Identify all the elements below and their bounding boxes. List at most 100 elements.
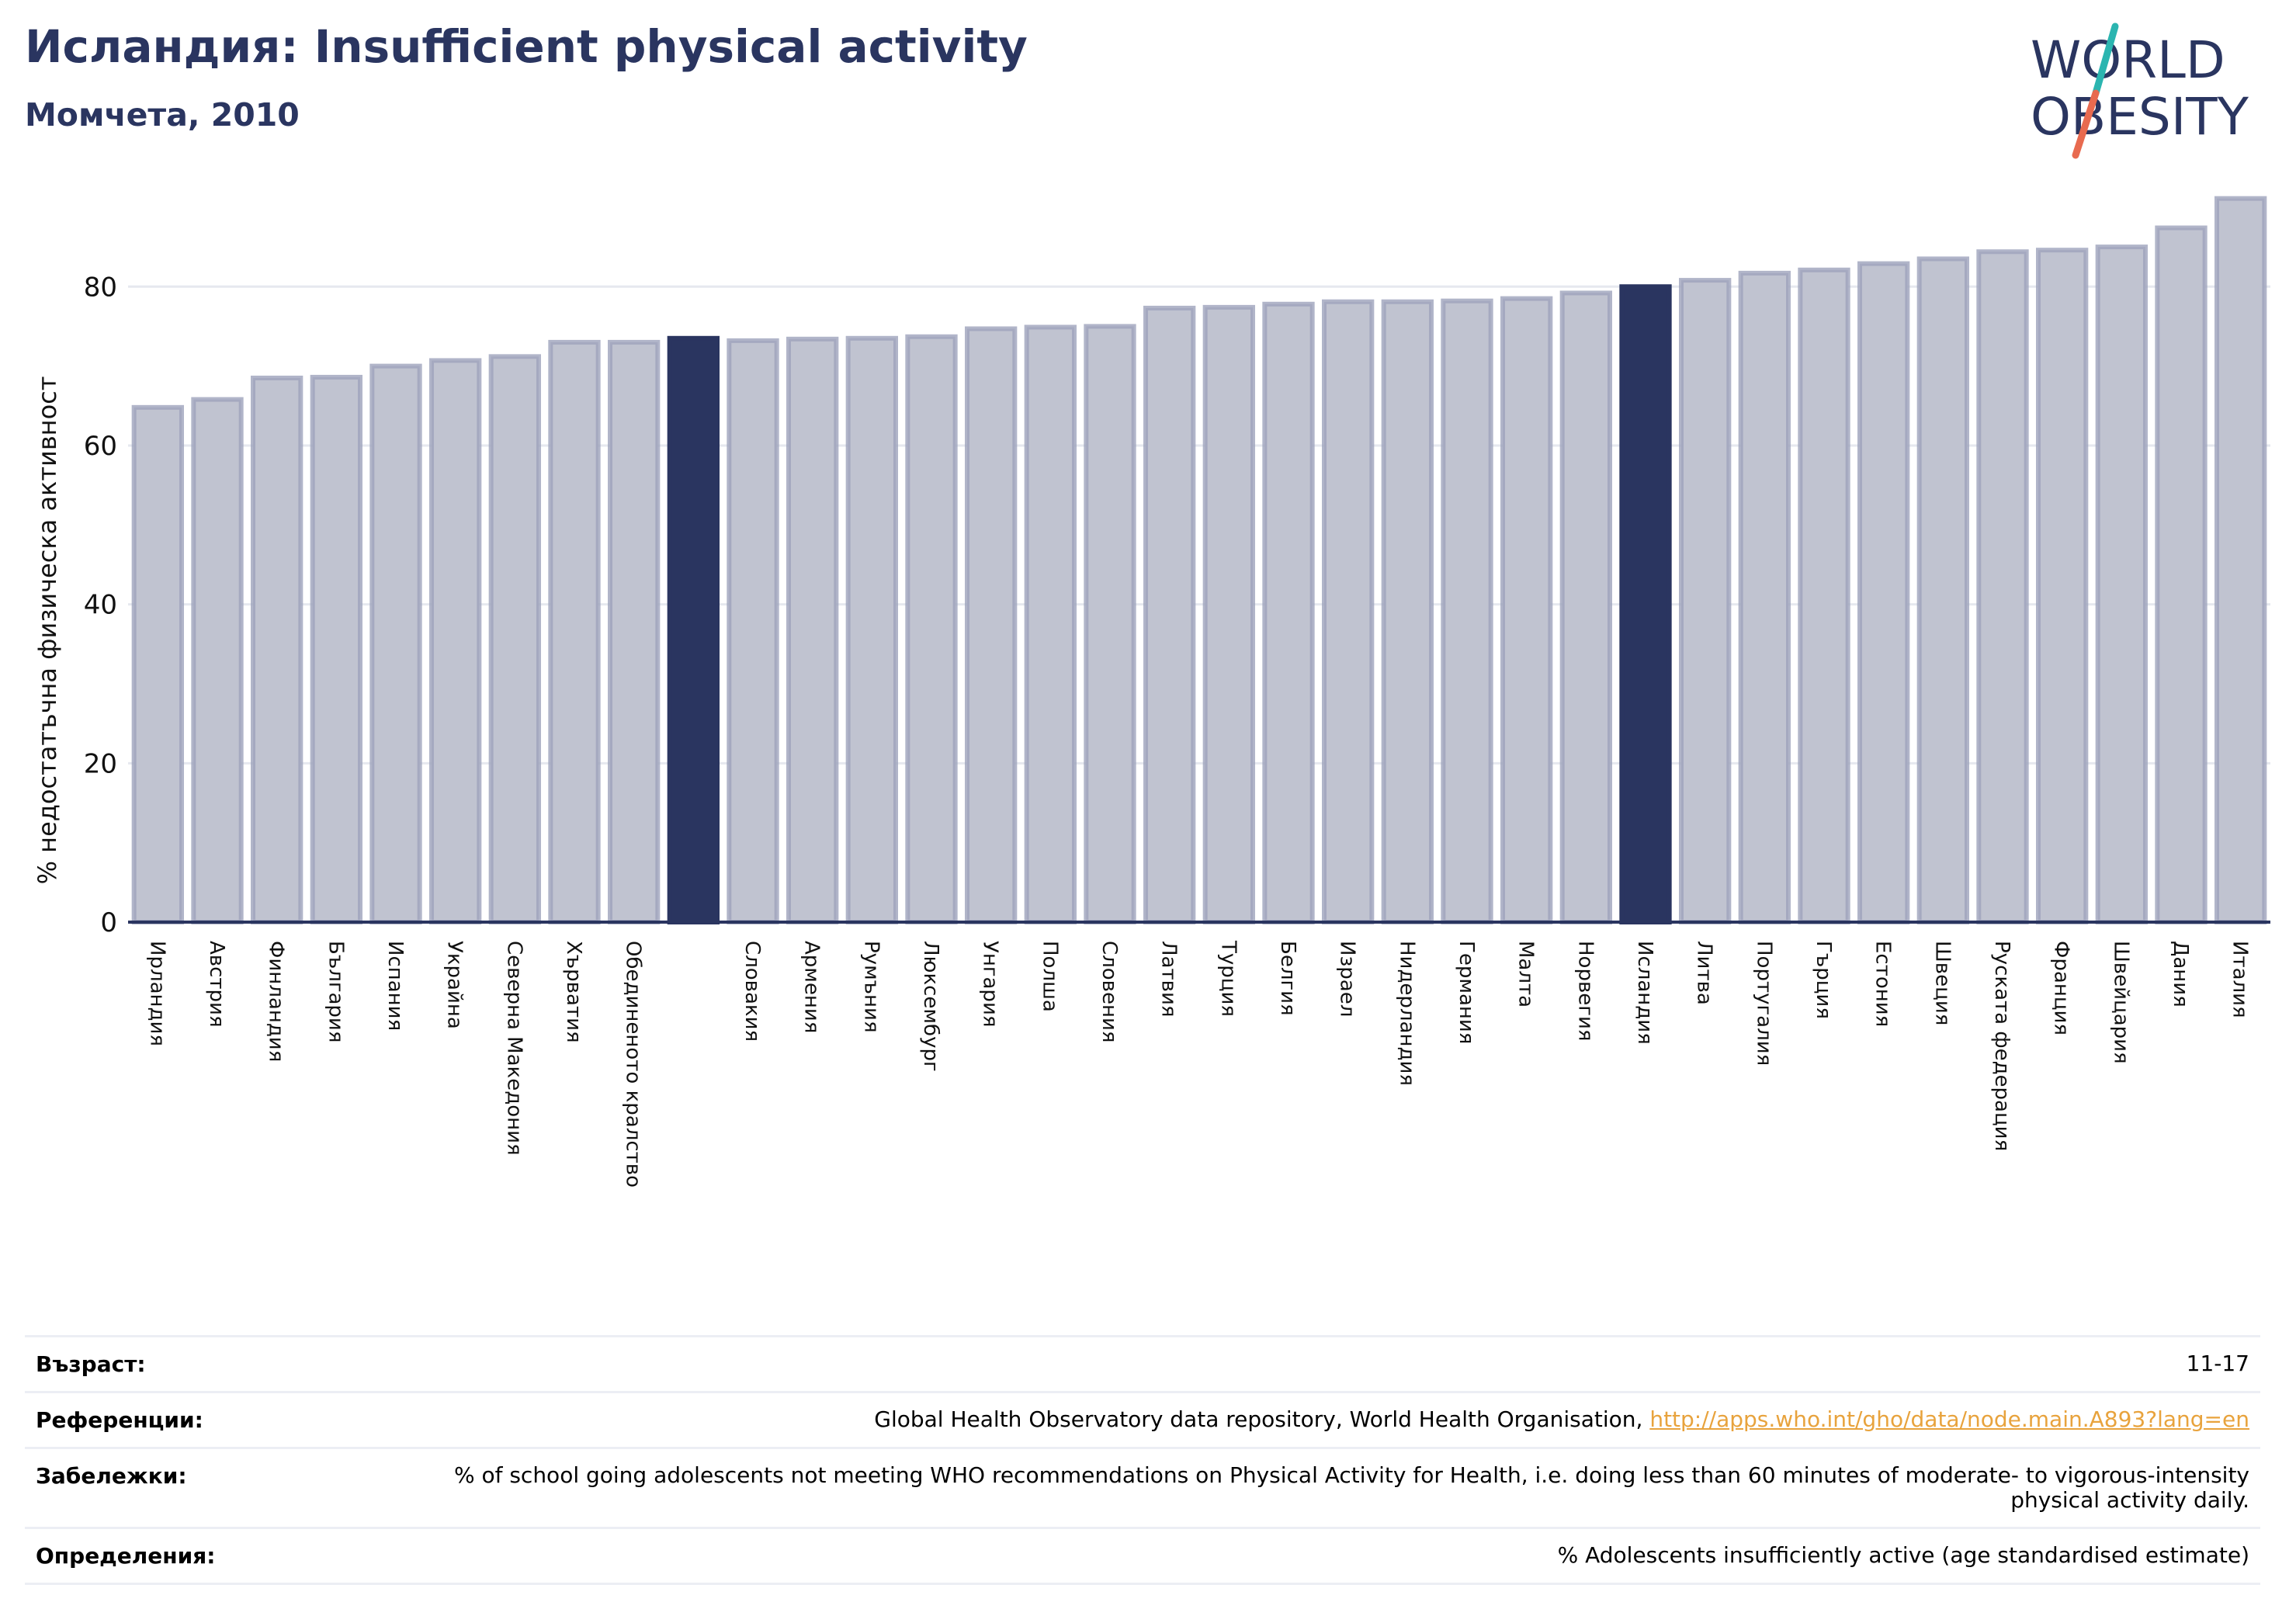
- x-tick-label: Руската федерация: [1990, 941, 2013, 1151]
- x-tick-label: Люксембург: [919, 941, 942, 1072]
- x-tick-label: Франция: [2050, 941, 2073, 1035]
- logo-slash-coral: [2072, 89, 2100, 159]
- x-tick-label: Швейцария: [2109, 941, 2132, 1064]
- x-tick-label: Израел: [1336, 941, 1359, 1017]
- x-tick-label: Латвия: [1157, 941, 1181, 1018]
- x-tick-label: Белгия: [1276, 941, 1299, 1016]
- bar: [1024, 324, 1077, 924]
- info-table: Възраст: 11-17 Референции: Global Health…: [25, 1335, 2260, 1585]
- x-tick-label: Италия: [2228, 941, 2252, 1018]
- bar: [965, 326, 1018, 924]
- logo-word-obesity: OBESITY: [2031, 87, 2249, 147]
- x-tick-label: Норвегия: [1573, 941, 1597, 1041]
- x-tick-label: Исландия: [1633, 941, 1656, 1045]
- reference-text: Global Health Observatory data repositor…: [874, 1406, 1650, 1432]
- x-tick-label: Португалия: [1752, 941, 1775, 1066]
- bar: [1559, 290, 1612, 925]
- grid-lines: [128, 285, 2270, 765]
- logo-word-world: WORLD: [2031, 30, 2225, 90]
- info-key-notes: Забележки:: [36, 1463, 187, 1489]
- chart-subtitle: Момчета, 2010: [25, 96, 300, 134]
- bar: [1916, 256, 1970, 924]
- bar: [548, 339, 601, 924]
- logo-slash-teal: [2092, 23, 2119, 97]
- bar: [727, 338, 779, 924]
- x-tick-label: Словения: [1098, 941, 1121, 1043]
- bar: [251, 375, 303, 924]
- bar: [1143, 305, 1196, 924]
- y-tick-label: 60: [84, 431, 117, 462]
- y-tick-label: 40: [84, 590, 117, 621]
- bar: [2036, 248, 2089, 924]
- bar: [1441, 298, 1493, 924]
- info-key-references: Референции:: [36, 1407, 203, 1433]
- bar: [191, 397, 244, 924]
- y-axis-label: % недостатъчна физическа активност: [33, 376, 62, 885]
- x-tick-label: Турция: [1216, 940, 1240, 1017]
- bar: [1619, 284, 1672, 924]
- bar: [2214, 196, 2267, 925]
- bar: [1202, 304, 1255, 924]
- bar: [1500, 296, 1553, 924]
- x-tick-label: Словакия: [740, 941, 764, 1042]
- x-tick-label: Германия: [1455, 941, 1478, 1044]
- info-key-definitions: Определения:: [36, 1543, 216, 1569]
- x-tick-label: Дания: [2169, 941, 2192, 1007]
- bars: [131, 196, 2267, 925]
- bar: [1322, 299, 1375, 925]
- info-value-notes: % of school going adolescents not meetin…: [453, 1462, 2249, 1513]
- bar: [131, 404, 185, 924]
- x-tick-label: Армения: [800, 941, 824, 1033]
- x-tick-label: Обединеното кралство: [622, 941, 645, 1188]
- y-tick-label: 80: [84, 272, 117, 303]
- bar: [429, 358, 482, 924]
- bar: [2095, 244, 2149, 924]
- x-tick-label: Малта: [1514, 941, 1538, 1007]
- reference-link[interactable]: http://apps.who.int/gho/data/node.main.A…: [1649, 1406, 2249, 1432]
- bar: [488, 354, 542, 924]
- bar: [1084, 324, 1136, 924]
- y-tick-label: 20: [84, 748, 117, 779]
- bar: [1798, 267, 1850, 924]
- bar: [667, 335, 720, 925]
- world-obesity-logo: WORLD OBESITY: [2031, 23, 2249, 159]
- y-tick-label: 0: [100, 907, 117, 938]
- x-tick-label: Унгария: [979, 941, 1002, 1027]
- info-key-age: Възраст:: [36, 1351, 146, 1377]
- info-value-age: 11-17: [2186, 1351, 2249, 1376]
- bar: [786, 336, 839, 924]
- x-tick-label: Испания: [383, 941, 407, 1031]
- x-tick-label: Финландия: [265, 941, 288, 1062]
- info-value-definitions: % Adolescents insufficiently active (age…: [1557, 1542, 2249, 1568]
- x-tick-label: Гърция: [1812, 941, 1835, 1019]
- bar: [845, 335, 898, 925]
- x-tick-label: Ирландия: [145, 941, 168, 1046]
- bar: [1976, 249, 2029, 924]
- x-tick-label: Северна Македония: [502, 941, 525, 1156]
- x-tick-label: България: [324, 941, 347, 1042]
- x-tick-label: Швеция: [1930, 941, 1954, 1025]
- bar: [905, 334, 958, 925]
- axes: 0 20 40 60 80 Ирландия Австрия Финландия Българи…: [84, 272, 2270, 1188]
- bar: [369, 363, 422, 925]
- x-tick-label: Австрия: [205, 941, 228, 1028]
- info-row-notes: Забележки: % of school going adolescents…: [25, 1447, 2260, 1527]
- info-row-age: Възраст: 11-17: [25, 1335, 2260, 1391]
- x-tick-label: Полша: [1038, 941, 1061, 1012]
- x-tick-label: Литва: [1693, 941, 1716, 1005]
- info-row-references: Референции: Global Health Observatory da…: [25, 1391, 2260, 1447]
- bar: [310, 374, 362, 924]
- bar: [1679, 278, 1732, 924]
- bar: [1857, 261, 1910, 924]
- bar: [1381, 299, 1434, 925]
- bar: [1738, 270, 1791, 924]
- bar: [1262, 301, 1315, 924]
- bar: [608, 339, 661, 924]
- x-tick-label: Нидерландия: [1395, 941, 1418, 1086]
- x-tick-label: Румъния: [859, 941, 883, 1033]
- bar: [2155, 225, 2208, 924]
- x-tick-label: Хърватия: [562, 941, 585, 1043]
- bar-chart: 0 20 40 60 80 Ирландия Австрия Финландия Българи…: [33, 196, 2270, 1188]
- info-value-references: Global Health Observatory data repositor…: [874, 1407, 2249, 1432]
- x-tick-label: Украйна: [443, 941, 466, 1029]
